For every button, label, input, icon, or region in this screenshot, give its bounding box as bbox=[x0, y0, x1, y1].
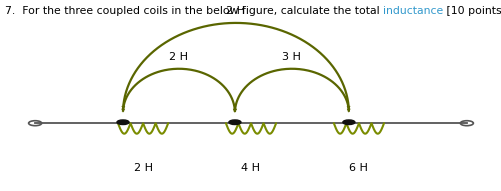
Text: 3 H: 3 H bbox=[282, 52, 301, 62]
Text: 2 H: 2 H bbox=[133, 163, 152, 173]
Text: 6 H: 6 H bbox=[349, 163, 368, 173]
Text: 4 H: 4 H bbox=[241, 163, 260, 173]
Text: 2 H: 2 H bbox=[169, 52, 188, 62]
Circle shape bbox=[228, 120, 240, 125]
Text: 7.  For the three coupled coils in the below figure, calculate the total: 7. For the three coupled coils in the be… bbox=[5, 6, 382, 16]
Circle shape bbox=[342, 120, 354, 125]
Text: inductance: inductance bbox=[382, 6, 442, 16]
Text: [10 points]: [10 points] bbox=[442, 6, 501, 16]
Circle shape bbox=[117, 120, 129, 125]
Text: 2 H: 2 H bbox=[226, 6, 245, 16]
